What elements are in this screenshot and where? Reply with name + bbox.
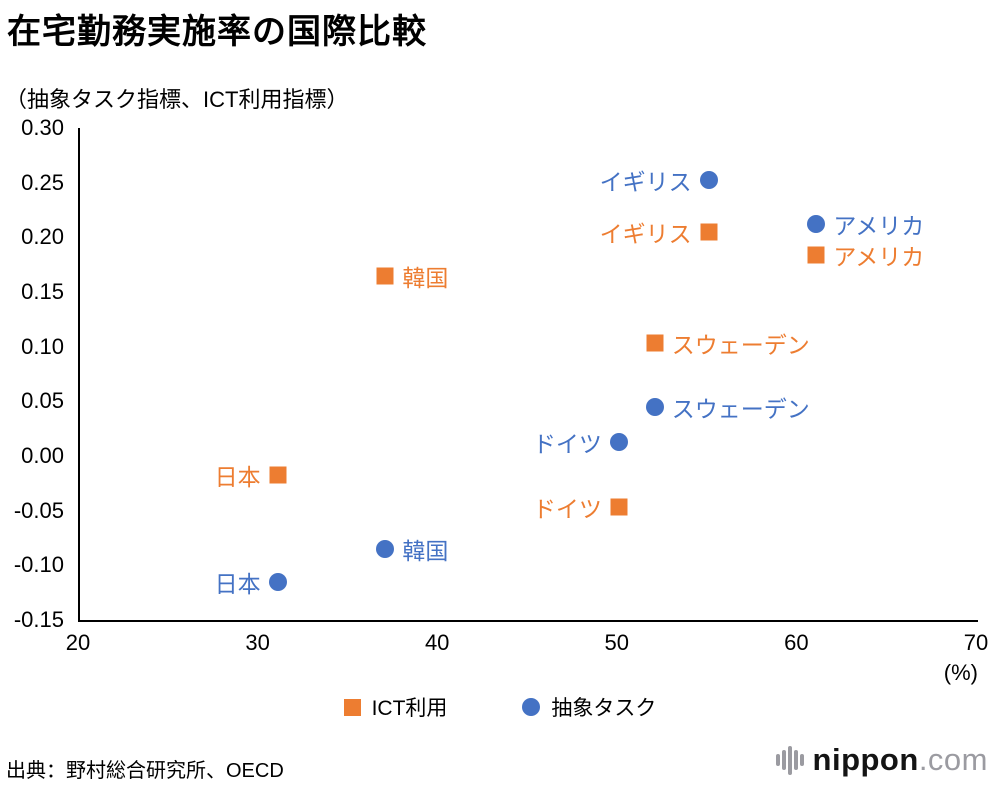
abstract-circle-icon [522, 698, 541, 716]
data-point-square [269, 466, 287, 484]
y-tick-label: 0.00 [21, 443, 64, 468]
y-tick-label: 0.05 [21, 388, 64, 414]
x-tick-label: 40 [424, 630, 450, 655]
data-point-label: スウェーデン [671, 332, 810, 359]
x-axis-unit-label: (%) [943, 660, 978, 685]
chart-legend: ICT利用 抽象タスク [0, 692, 1000, 722]
data-point-circle [609, 432, 628, 451]
data-point-label: アメリカ [833, 243, 925, 270]
data-point-label: 韓国 [402, 537, 449, 564]
data-point-square [610, 498, 628, 516]
data-point-square [807, 246, 825, 264]
soundwave-bars-icon [775, 745, 804, 775]
y-tick-label: 0.10 [21, 333, 64, 359]
page-title: 在宅勤務実施率の国際比較 [7, 13, 427, 51]
data-point-label: アメリカ [833, 213, 925, 240]
x-tick-label: 60 [784, 630, 809, 655]
y-tick-label: 0.25 [21, 169, 64, 195]
x-tick-label: 30 [245, 630, 270, 655]
y-axis-ticks: 0.30 0.25 0.20 0.15 0.10 0.05 0.00 -0.05 -0.10 -0… [0, 115, 64, 632]
legend-item-abstract: 抽象タスク [522, 692, 656, 722]
legend-item-ict: ICT利用 [343, 692, 448, 722]
x-tick-label: 20 [65, 630, 91, 655]
data-point-circle [807, 215, 826, 234]
y-tick-label: -0.05 [13, 497, 64, 523]
y-tick-label: 0.20 [21, 224, 64, 250]
data-point-label: 日本 [214, 463, 261, 490]
x-tick-label: 50 [604, 630, 630, 655]
y-tick-label: 0.15 [21, 279, 64, 304]
y-tick-label: -0.15 [13, 607, 64, 632]
chart-subtitle: （抽象タスク指標、ICT利用指標） [5, 87, 349, 112]
y-tick-label: 0.30 [21, 115, 64, 140]
logo-wordmark: nippon.com [812, 742, 988, 777]
data-point-label: イギリス [599, 169, 692, 196]
y-tick-label: -0.10 [13, 552, 64, 578]
data-point-square [376, 267, 394, 285]
data-point-label: ドイツ [532, 496, 602, 523]
data-point-circle [699, 171, 718, 190]
nippon-logo: nippon.com [775, 742, 988, 778]
data-point-label: イギリス [599, 220, 692, 247]
legend-label-ict: ICT利用 [371, 697, 448, 720]
data-point-square [646, 334, 664, 352]
data-point-label: ドイツ [532, 430, 602, 457]
source-text: 出典：野村総合研究所、OECD [6, 760, 284, 782]
legend-label-abstract: 抽象タスク [551, 697, 657, 720]
data-point-label: スウェーデン [671, 395, 810, 422]
x-axis-ticks: 20 30 40 50 60 70 [66, 630, 988, 658]
plot-area: 日本 韓国 ドイツ スウェーデン イギリス アメリカ 日本 韓国 ドイツ スウェーデン イギリス アメ… [78, 128, 978, 622]
ict-square-icon [343, 698, 361, 716]
data-point-circle [376, 539, 395, 558]
data-point-circle [268, 572, 287, 591]
data-point-square [700, 223, 718, 241]
data-point-label: 韓国 [402, 264, 449, 291]
x-tick-label: 70 [963, 630, 989, 655]
data-point-label: 日本 [214, 570, 261, 597]
data-point-circle [645, 397, 664, 416]
